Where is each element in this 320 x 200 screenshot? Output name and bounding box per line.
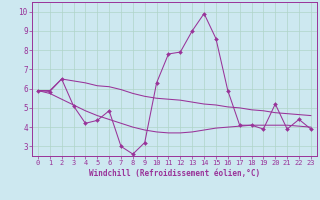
X-axis label: Windchill (Refroidissement éolien,°C): Windchill (Refroidissement éolien,°C) bbox=[89, 169, 260, 178]
